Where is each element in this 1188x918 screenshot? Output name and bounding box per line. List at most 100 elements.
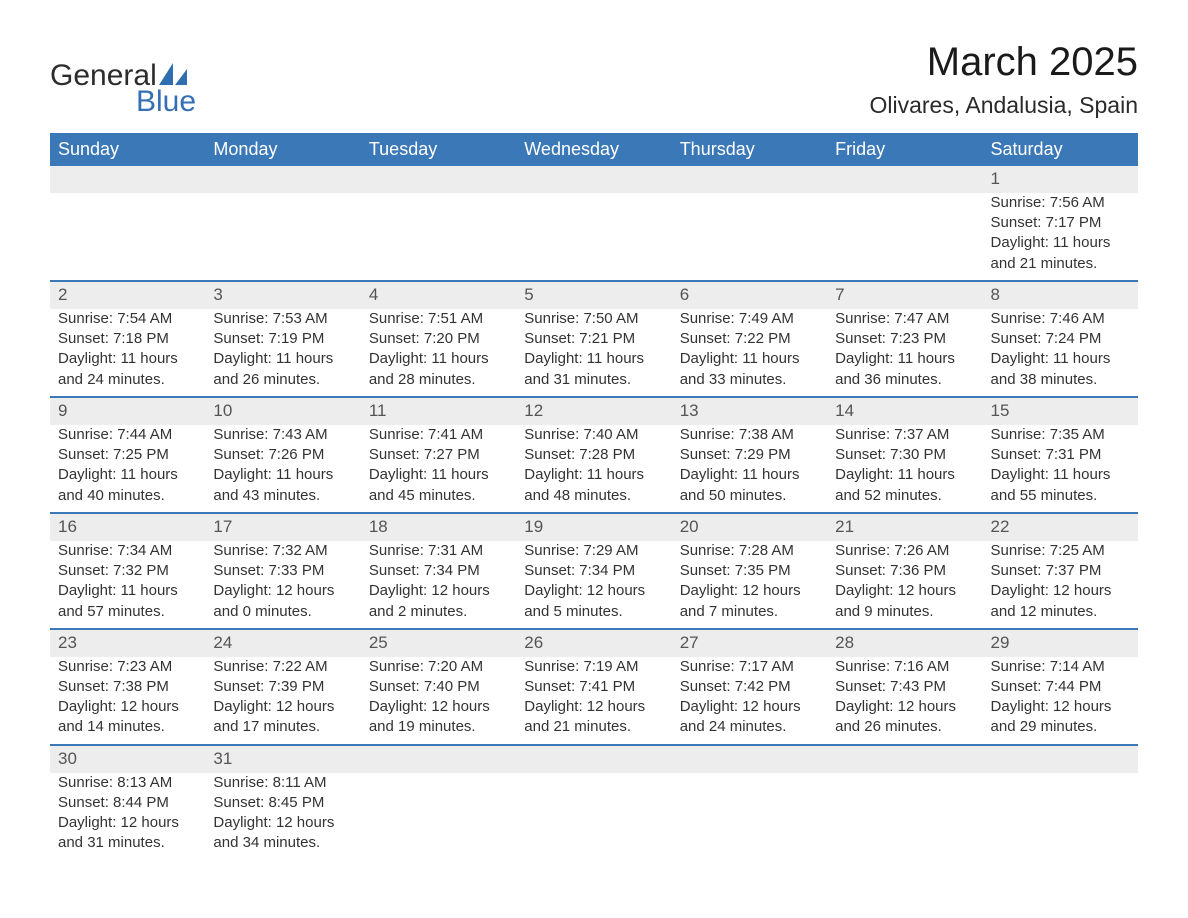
day-details: Sunrise: 7:37 AMSunset: 7:30 PMDaylight:… xyxy=(827,425,982,513)
daylight: and 45 minutes. xyxy=(369,486,508,506)
sunset: Sunset: 7:23 PM xyxy=(835,329,974,349)
day-number: 26 xyxy=(516,629,671,657)
daylight: Daylight: 11 hours xyxy=(991,465,1130,485)
day-header: Wednesday xyxy=(516,133,671,166)
sunrise: Sunrise: 7:17 AM xyxy=(680,657,819,677)
daynum-row: 16171819202122 xyxy=(50,513,1138,541)
sunset: Sunset: 8:45 PM xyxy=(213,793,352,813)
daynum-row: 1 xyxy=(50,166,1138,193)
day-details: Sunrise: 7:56 AMSunset: 7:17 PMDaylight:… xyxy=(983,193,1138,281)
day-number: 23 xyxy=(50,629,205,657)
daylight: and 17 minutes. xyxy=(213,717,352,737)
day-number: 10 xyxy=(205,397,360,425)
daylight: and 19 minutes. xyxy=(369,717,508,737)
day-number xyxy=(361,745,516,773)
daylight: and 34 minutes. xyxy=(213,833,352,853)
day-details: Sunrise: 7:17 AMSunset: 7:42 PMDaylight:… xyxy=(672,657,827,745)
day-number: 7 xyxy=(827,281,982,309)
day-details: Sunrise: 7:16 AMSunset: 7:43 PMDaylight:… xyxy=(827,657,982,745)
detail-row: Sunrise: 7:23 AMSunset: 7:38 PM Daylight:… xyxy=(50,657,1138,745)
sunrise: Sunrise: 7:51 AM xyxy=(369,309,508,329)
day-number: 24 xyxy=(205,629,360,657)
detail-row: Sunrise: 7:44 AMSunset: 7:25 PMDaylight:… xyxy=(50,425,1138,513)
day-details xyxy=(50,193,205,281)
sunrise: Sunrise: 7:44 AM xyxy=(58,425,197,445)
sunrise: Sunrise: 7:19 AM xyxy=(524,657,663,677)
sunrise: Sunrise: 7:23 AM xyxy=(58,657,197,677)
day-details xyxy=(827,773,982,860)
daylight: and 48 minutes. xyxy=(524,486,663,506)
sunset: Sunset: 7:27 PM xyxy=(369,445,508,465)
day-number xyxy=(205,166,360,193)
daylight: Daylight: 12 hours xyxy=(369,697,508,717)
brand-logo: General Blue xyxy=(50,59,196,119)
day-details: Sunrise: 7:35 AMSunset: 7:31 PMDaylight:… xyxy=(983,425,1138,513)
sunset: Sunset: 7:40 PM xyxy=(369,677,508,697)
daylight: and 9 minutes. xyxy=(835,602,974,622)
sunrise: Sunrise: 7:34 AM xyxy=(58,541,197,561)
daylight: and 5 minutes. xyxy=(524,602,663,622)
daylight: Daylight: 11 hours xyxy=(991,349,1130,369)
day-details xyxy=(361,773,516,860)
sunrise: Sunrise: 7:35 AM xyxy=(991,425,1130,445)
day-details xyxy=(672,193,827,281)
daylight: Daylight: 12 hours xyxy=(991,581,1130,601)
day-details: Sunrise: 7:31 AMSunset: 7:34 PMDaylight:… xyxy=(361,541,516,629)
sunset: Sunset: 7:39 PM xyxy=(213,677,352,697)
header: General Blue March 2025 Olivares, Andalu… xyxy=(50,40,1138,119)
day-number xyxy=(361,166,516,193)
day-number: 3 xyxy=(205,281,360,309)
day-number: 13 xyxy=(672,397,827,425)
daylight: Daylight: 11 hours xyxy=(835,349,974,369)
day-header: Saturday xyxy=(983,133,1138,166)
month-title: March 2025 xyxy=(870,40,1139,84)
day-number xyxy=(827,745,982,773)
daylight: Daylight: 11 hours xyxy=(680,349,819,369)
sunrise: Sunrise: 7:28 AM xyxy=(680,541,819,561)
sunrise: Sunrise: 7:29 AM xyxy=(524,541,663,561)
daylight: Daylight: 12 hours xyxy=(213,697,352,717)
day-details xyxy=(205,193,360,281)
daylight: and 36 minutes. xyxy=(835,370,974,390)
daylight: and 31 minutes. xyxy=(524,370,663,390)
day-number xyxy=(516,166,671,193)
daylight: and 12 minutes. xyxy=(991,602,1130,622)
sunrise: Sunrise: 7:31 AM xyxy=(369,541,508,561)
detail-row: Sunrise: 7:56 AMSunset: 7:17 PMDaylight:… xyxy=(50,193,1138,281)
day-details: Sunrise: 7:28 AMSunset: 7:35 PMDaylight:… xyxy=(672,541,827,629)
day-number xyxy=(672,745,827,773)
daylight: Daylight: 12 hours xyxy=(524,697,663,717)
daylight: Daylight: 11 hours xyxy=(213,349,352,369)
day-details: Sunrise: 7:38 AMSunset: 7:29 PMDaylight:… xyxy=(672,425,827,513)
calendar-table: Sunday Monday Tuesday Wednesday Thursday… xyxy=(50,133,1138,860)
sunset: Sunset: 7:31 PM xyxy=(991,445,1130,465)
daylight: Daylight: 11 hours xyxy=(680,465,819,485)
day-number: 29 xyxy=(983,629,1138,657)
sunrise: Sunrise: 8:11 AM xyxy=(213,773,352,793)
daylight: Daylight: 11 hours xyxy=(524,465,663,485)
sunset: Sunset: 7:38 PM xyxy=(58,677,197,697)
day-number xyxy=(983,745,1138,773)
sunrise: Sunrise: 7:40 AM xyxy=(524,425,663,445)
day-details: Sunrise: 7:26 AMSunset: 7:36 PMDaylight:… xyxy=(827,541,982,629)
sunrise: Sunrise: 7:43 AM xyxy=(213,425,352,445)
sail-icon xyxy=(159,63,187,85)
day-number: 31 xyxy=(205,745,360,773)
daynum-row: 3031 xyxy=(50,745,1138,773)
day-details: Sunrise: 7:32 AMSunset: 7:33 PMDaylight:… xyxy=(205,541,360,629)
sunset: Sunset: 7:30 PM xyxy=(835,445,974,465)
daylight: Daylight: 12 hours xyxy=(835,581,974,601)
day-details: Sunrise: 7:22 AMSunset: 7:39 PMDaylight:… xyxy=(205,657,360,745)
daylight: and 21 minutes. xyxy=(524,717,663,737)
day-details: Sunrise: 7:40 AMSunset: 7:28 PMDaylight:… xyxy=(516,425,671,513)
day-details: Sunrise: 8:13 AMSunset: 8:44 PMDaylight:… xyxy=(50,773,205,860)
sunset: Sunset: 7:21 PM xyxy=(524,329,663,349)
day-details: Sunrise: 7:49 AMSunset: 7:22 PMDaylight:… xyxy=(672,309,827,397)
day-number xyxy=(827,166,982,193)
daylight: and 24 minutes. xyxy=(680,717,819,737)
sunrise: Sunrise: 7:50 AM xyxy=(524,309,663,329)
sunrise: Sunrise: 7:20 AM xyxy=(369,657,508,677)
daylight: Daylight: 12 hours xyxy=(680,581,819,601)
daylight: Daylight: 11 hours xyxy=(58,465,197,485)
sunset: Sunset: 7:32 PM xyxy=(58,561,197,581)
